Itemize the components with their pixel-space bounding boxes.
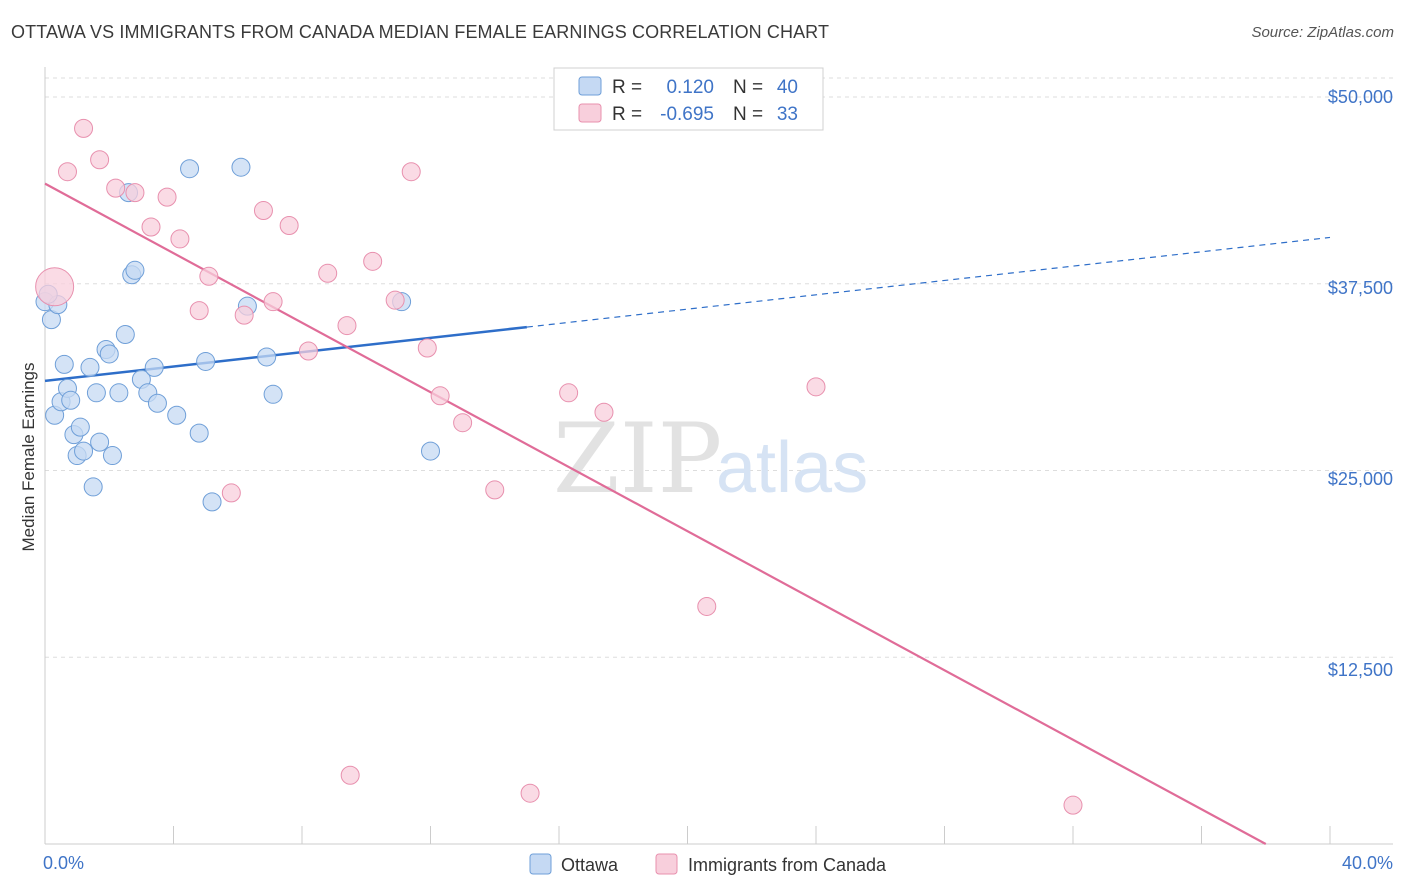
trend-line-ottawa [44, 325, 528, 383]
axis-layer [44, 67, 1393, 845]
y-tick-label-50000: $50,000 [1328, 87, 1393, 107]
legend-n-label-canada: N = [733, 104, 763, 125]
point-canada [401, 162, 421, 182]
series-legend-canada: Immigrants from Canada [688, 855, 887, 875]
y-axis-label: Median Female Earnings [19, 363, 38, 552]
point-canada [485, 480, 505, 500]
legend-r-value-ottawa: 0.120 [666, 77, 714, 98]
legend-r-value-canada: -0.695 [660, 104, 714, 125]
stats-legend: R = 0.120 N = 40 R = -0.695 N = 33 [553, 67, 824, 131]
point-canada [199, 266, 219, 286]
legend-swatch-ottawa [578, 76, 602, 96]
data-points [35, 118, 1083, 815]
point-ottawa [74, 441, 94, 461]
trend-line-canada [44, 182, 1267, 845]
legend-n-label-ottawa: N = [733, 77, 763, 98]
point-canada [1063, 795, 1083, 815]
point-canada [90, 150, 110, 170]
point-ottawa [144, 357, 164, 377]
point-canada [340, 765, 360, 785]
point-ottawa [115, 325, 135, 345]
legend-r-label-ottawa: R = [612, 77, 642, 98]
y-tick-label-12500: $12,500 [1328, 660, 1393, 680]
point-ottawa [83, 477, 103, 497]
chart-source: Source: ZipAtlas.com [1251, 24, 1394, 41]
point-ottawa [257, 347, 277, 367]
point-canada [298, 341, 318, 361]
point-ottawa [125, 260, 145, 280]
point-canada [430, 386, 450, 406]
point-canada [279, 215, 299, 235]
point-canada [106, 178, 126, 198]
series-legend-swatch-ottawa [529, 853, 552, 875]
point-ottawa [90, 432, 110, 452]
point-canada [318, 263, 338, 283]
point-canada [594, 402, 614, 422]
point-ottawa [231, 157, 251, 177]
point-canada [363, 251, 383, 271]
point-canada [141, 217, 161, 237]
point-ottawa [99, 344, 119, 364]
point-ottawa [70, 417, 90, 437]
point-canada [559, 383, 579, 403]
legend-r-label-canada: R = [612, 104, 642, 125]
y-tick-label-37500: $37,500 [1328, 278, 1393, 298]
point-ottawa [180, 159, 200, 179]
point-ottawa [54, 354, 74, 374]
legend-swatch-canada [578, 103, 602, 123]
point-canada [385, 290, 405, 310]
chart-title: OTTAWA VS IMMIGRANTS FROM CANADA MEDIAN … [11, 22, 830, 42]
point-canada [170, 229, 190, 249]
point-ottawa [196, 351, 216, 371]
point-ottawa [263, 384, 283, 404]
x-tick-label-start: 0.0% [43, 853, 84, 873]
point-canada [234, 305, 254, 325]
point-ottawa [102, 446, 122, 466]
series-legend-ottawa: Ottawa [561, 855, 619, 875]
point-canada [806, 377, 826, 397]
point-canada [221, 483, 241, 503]
point-canada [57, 162, 77, 182]
point-canada [520, 783, 540, 803]
point-canada [263, 292, 283, 312]
point-canada [253, 201, 273, 221]
point-ottawa [86, 383, 106, 403]
point-canada [74, 118, 94, 138]
x-tick-label-end: 40.0% [1342, 853, 1393, 873]
legend-n-value-canada: 33 [777, 104, 798, 125]
trend-line-ottawa-projection [526, 236, 1331, 328]
point-canada [157, 187, 177, 207]
point-canada [189, 301, 209, 321]
point-canada [125, 183, 145, 203]
point-canada [453, 413, 473, 433]
point-ottawa [202, 492, 222, 512]
point-canada [417, 338, 437, 358]
point-ottawa [61, 390, 81, 410]
series-legend-swatch-canada [655, 853, 678, 875]
point-ottawa [167, 405, 187, 425]
point-canada [697, 596, 717, 616]
point-canada [337, 316, 357, 336]
watermark-zip: ZIP [553, 403, 722, 515]
point-ottawa [80, 357, 100, 377]
point-ottawa [147, 393, 167, 413]
point-ottawa [421, 441, 440, 461]
point-canada [35, 267, 75, 307]
legend-n-value-ottawa: 40 [777, 77, 798, 98]
trend-lines [44, 182, 1331, 845]
point-ottawa [109, 383, 129, 403]
y-tick-label-25000: $25,000 [1328, 469, 1393, 489]
point-ottawa [189, 423, 209, 443]
series-legend: Ottawa Immigrants from Canada [529, 853, 887, 875]
watermark-atlas: atlas [716, 428, 868, 508]
